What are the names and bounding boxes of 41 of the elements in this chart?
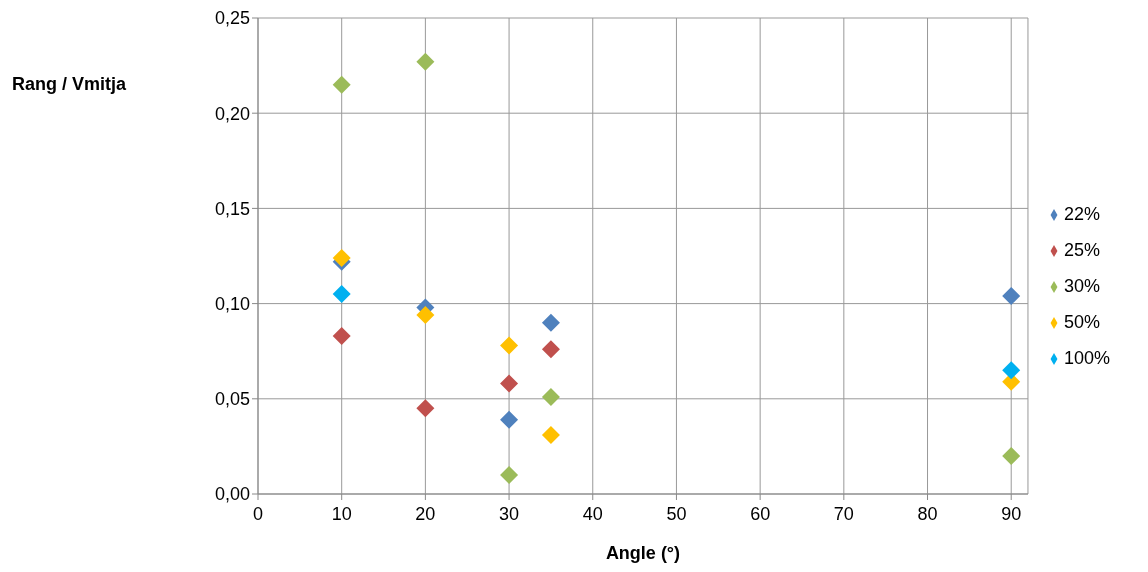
point <box>1002 286 1021 305</box>
x-tick-label: 0 <box>252 504 264 524</box>
x-tick-label: 30 <box>499 504 520 524</box>
legend-label: 25% <box>1063 240 1100 260</box>
legend-label: 100% <box>1063 348 1110 368</box>
point <box>541 425 560 444</box>
point <box>416 52 435 71</box>
point <box>541 340 560 359</box>
point <box>332 248 351 267</box>
y-axis-title: Rang / Vmitja <box>12 74 127 95</box>
point <box>1002 361 1021 380</box>
y-tick-label: 0,10 <box>214 293 250 314</box>
point <box>541 387 560 406</box>
x-tick-label: 70 <box>833 504 854 524</box>
x-tick-label: 40 <box>582 504 603 524</box>
point <box>500 336 519 355</box>
y-tick-label: 0,25 <box>214 8 250 29</box>
x-tick-label: 90 <box>1001 504 1022 524</box>
point <box>416 306 435 325</box>
point <box>500 410 519 429</box>
point <box>500 374 519 393</box>
point <box>416 399 435 418</box>
y-tick-label: 0,20 <box>214 103 250 124</box>
point <box>541 313 560 332</box>
point <box>332 75 351 94</box>
x-tick-label: 10 <box>331 504 352 524</box>
legend-label: 30% <box>1063 276 1100 296</box>
point <box>1002 446 1021 465</box>
point <box>332 326 351 345</box>
point <box>500 465 519 484</box>
y-tick-label: 0,15 <box>214 198 250 219</box>
x-tick-label: 20 <box>415 504 436 524</box>
x-tick-label: 80 <box>917 504 938 524</box>
y-tick-label: 0,00 <box>214 484 250 505</box>
point <box>332 285 351 304</box>
x-axis-title: Angle (°) <box>605 542 681 563</box>
y-tick-label: 0,05 <box>214 389 250 410</box>
legend-label: 50% <box>1063 312 1100 332</box>
legend-label: 22% <box>1063 204 1100 224</box>
x-tick-label: 60 <box>750 504 771 524</box>
x-tick-label: 50 <box>666 504 687 524</box>
